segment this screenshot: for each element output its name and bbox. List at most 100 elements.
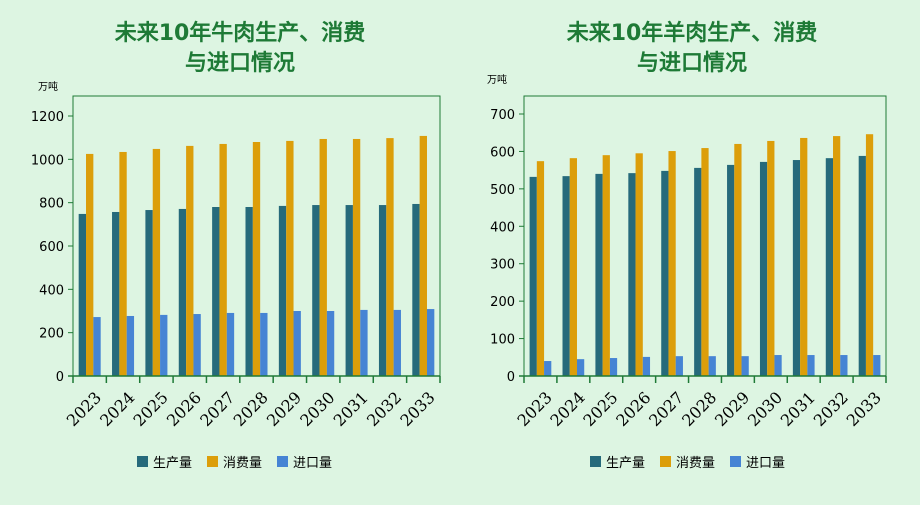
y-tick-label: 100 — [490, 333, 515, 348]
bar-进口量-2026 — [642, 356, 651, 376]
bar-消费量-2027 — [668, 151, 676, 376]
bar-消费量-2030 — [767, 140, 775, 376]
legend-item[interactable]: 进口量 — [730, 456, 785, 471]
x-tick-label: 2030 — [744, 388, 786, 430]
x-tick-label: 2029 — [711, 388, 753, 430]
bar-生产量-2028 — [245, 207, 253, 376]
bar-生产量-2024 — [112, 211, 120, 376]
chart-title: 未来10年羊肉生产、消费 — [567, 20, 818, 46]
bar-进口量-2031 — [807, 355, 815, 376]
bar-消费量-2025 — [152, 148, 161, 376]
bar-进口量-2026 — [193, 314, 201, 376]
x-tick-label: 2032 — [363, 388, 405, 430]
bar-进口量-2027 — [675, 356, 683, 376]
legend-swatch — [207, 456, 218, 467]
bar-消费量-2027 — [219, 143, 227, 376]
legend-swatch — [137, 456, 148, 467]
bar-生产量-2025 — [595, 173, 603, 376]
y-tick-label: 600 — [39, 240, 64, 255]
y-tick-label: 0 — [507, 370, 515, 385]
x-tick-label: 2031 — [777, 388, 819, 430]
bar-消费量-2028 — [252, 142, 261, 376]
bar-生产量-2023 — [78, 213, 87, 376]
bar-消费量-2030 — [319, 138, 327, 376]
bar-进口量-2023 — [544, 361, 552, 376]
bar-生产量-2032 — [378, 205, 387, 376]
bar-消费量-2026 — [635, 153, 643, 376]
bar-消费量-2023 — [86, 153, 94, 376]
bar-进口量-2033 — [426, 309, 435, 376]
legend-swatch — [660, 456, 671, 467]
legend-swatch — [730, 456, 741, 467]
y-tick-label: 400 — [490, 220, 515, 235]
bar-进口量-2030 — [326, 311, 335, 376]
legend-label: 消费量 — [676, 456, 715, 471]
bar-消费量-2024 — [569, 158, 577, 376]
bar-生产量-2032 — [825, 158, 834, 376]
bar-生产量-2025 — [145, 210, 153, 376]
legend-item[interactable]: 进口量 — [277, 456, 332, 471]
bar-生产量-2028 — [694, 167, 702, 376]
x-tick-label: 2028 — [230, 388, 272, 430]
legend-swatch — [590, 456, 601, 467]
x-tick-label: 2025 — [579, 388, 621, 430]
bar-进口量-2027 — [226, 312, 235, 376]
y-tick-label: 200 — [39, 327, 64, 342]
bar-生产量-2030 — [759, 161, 768, 376]
y-tick-label: 600 — [490, 145, 515, 160]
bar-消费量-2029 — [734, 143, 742, 376]
bar-消费量-2031 — [800, 137, 808, 376]
chart-title: 与进口情况 — [637, 50, 747, 76]
y-tick-label: 500 — [490, 183, 515, 198]
bar-消费量-2032 — [833, 136, 841, 376]
x-tick-label: 2028 — [678, 388, 720, 430]
bar-消费量-2029 — [286, 140, 294, 376]
x-tick-label: 2033 — [843, 388, 885, 430]
bar-进口量-2032 — [393, 309, 401, 376]
bar-进口量-2028 — [708, 356, 716, 376]
legend-item[interactable]: 生产量 — [590, 456, 645, 471]
x-tick-label: 2030 — [296, 388, 338, 430]
unit-label: 万吨 — [38, 80, 58, 93]
legend-item[interactable]: 生产量 — [137, 456, 192, 471]
x-tick-label: 2032 — [810, 388, 852, 430]
y-tick-label: 1000 — [31, 153, 64, 168]
bar-生产量-2030 — [312, 205, 320, 376]
bar-消费量-2024 — [119, 151, 127, 376]
bar-进口量-2025 — [160, 314, 168, 376]
bar-生产量-2023 — [529, 176, 537, 376]
x-tick-label: 2024 — [96, 388, 138, 430]
legend-label: 生产量 — [606, 456, 645, 471]
unit-label: 万吨 — [487, 73, 507, 86]
bar-生产量-2024 — [562, 176, 570, 376]
x-tick-label: 2033 — [396, 388, 438, 430]
legend-label: 消费量 — [223, 456, 262, 471]
bar-消费量-2023 — [536, 161, 545, 376]
bar-消费量-2032 — [386, 138, 394, 376]
y-tick-label: 700 — [490, 108, 515, 123]
chart-title: 未来10年牛肉生产、消费 — [115, 20, 366, 46]
y-tick-label: 800 — [39, 197, 64, 212]
bar-进口量-2028 — [260, 312, 268, 376]
legend-item[interactable]: 消费量 — [660, 456, 715, 471]
bar-生产量-2029 — [727, 164, 735, 376]
x-tick-label: 2025 — [129, 388, 171, 430]
bar-消费量-2028 — [701, 148, 709, 376]
bar-进口量-2029 — [293, 311, 301, 376]
bar-消费量-2026 — [186, 145, 194, 376]
y-tick-label: 200 — [490, 295, 515, 310]
x-tick-label: 2024 — [546, 388, 588, 430]
bar-生产量-2033 — [412, 203, 420, 376]
x-tick-label: 2026 — [612, 388, 654, 430]
legend-label: 进口量 — [293, 456, 332, 471]
x-tick-label: 2026 — [163, 388, 205, 430]
legend-swatch — [277, 456, 288, 467]
bar-生产量-2026 — [628, 173, 636, 376]
x-tick-label: 2023 — [514, 388, 556, 430]
legend-label: 生产量 — [153, 456, 192, 471]
bar-生产量-2027 — [212, 207, 220, 376]
bar-进口量-2031 — [360, 309, 368, 376]
legend-item[interactable]: 消费量 — [207, 456, 262, 471]
